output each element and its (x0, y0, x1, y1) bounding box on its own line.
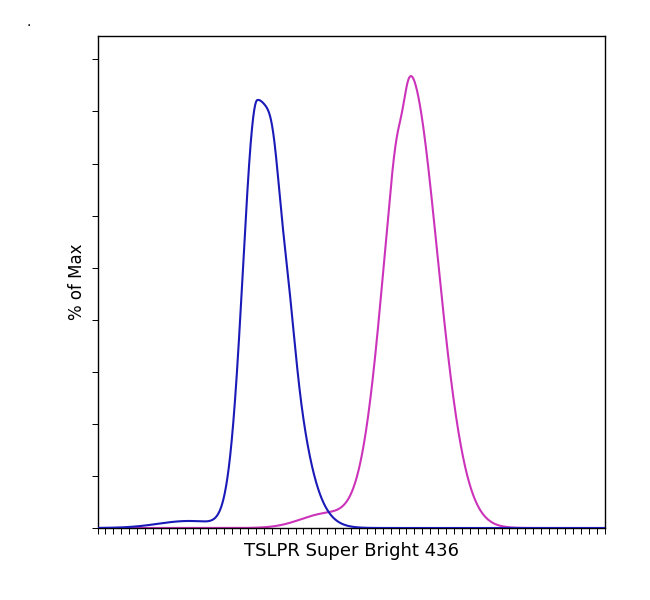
Text: .: . (26, 15, 31, 29)
X-axis label: TSLPR Super Bright 436: TSLPR Super Bright 436 (244, 542, 458, 560)
Y-axis label: % of Max: % of Max (68, 244, 86, 320)
